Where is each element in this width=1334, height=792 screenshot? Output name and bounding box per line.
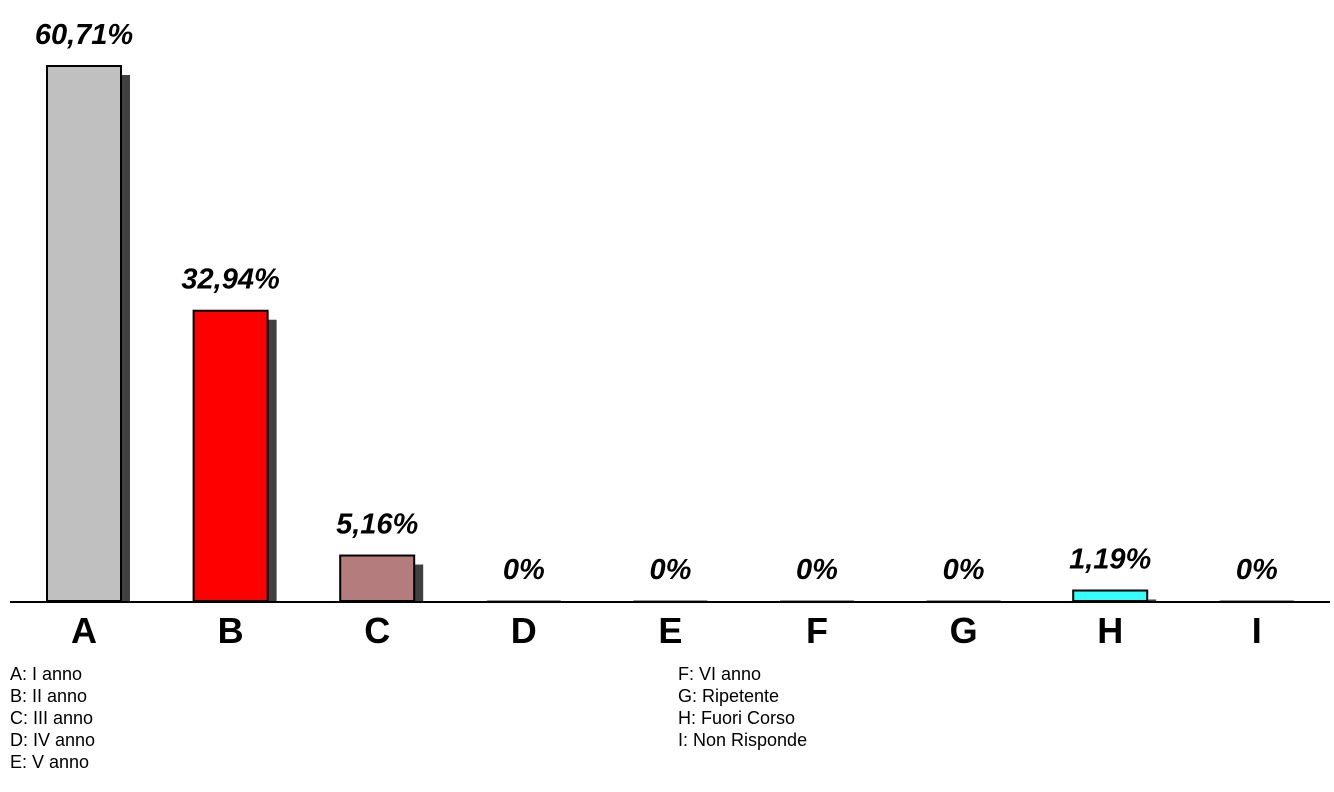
category-label-e: E — [658, 610, 682, 650]
bar-c — [339, 554, 416, 602]
value-label-f: 0% — [796, 554, 838, 586]
value-label-d: 0% — [503, 554, 545, 586]
category-label-i: I — [1252, 610, 1262, 650]
category-label-h: H — [1097, 610, 1123, 650]
bar-b — [192, 309, 269, 602]
category-label-g: G — [950, 610, 978, 650]
category-label-d: D — [511, 610, 537, 650]
category-label-a: A — [71, 610, 97, 650]
legend-left: A: I anno B: II anno C: III anno D: IV a… — [10, 663, 95, 773]
legend-item-a: A: I anno — [10, 664, 83, 684]
bar-e — [633, 600, 708, 601]
legend-item-h: H: Fuori Corso — [678, 708, 796, 728]
legend-item-c: C: III anno — [10, 708, 94, 728]
value-label-b: 32,94% — [181, 264, 279, 296]
value-label-h: 1,19% — [1069, 544, 1151, 576]
bar-i — [1219, 600, 1294, 601]
value-label-e: 0% — [649, 554, 691, 586]
bar-a — [46, 65, 122, 602]
bar-f — [780, 600, 854, 601]
bars-group — [46, 65, 1294, 602]
legend-right: F: VI anno G: Ripetente H: Fuori Corso I… — [678, 663, 807, 751]
value-label-i: 0% — [1236, 554, 1278, 586]
labels-group: 60,71% A 32,94% B 5,16% C 0% D 0% E 0% F 0% G 1,19% H 0%… — [35, 19, 1278, 650]
category-label-f: F — [806, 610, 828, 650]
value-label-g: 0% — [943, 554, 985, 586]
bar-d — [486, 600, 561, 601]
legend-item-f: F: VI anno — [678, 664, 762, 684]
value-label-a: 60,71% — [35, 19, 133, 51]
legend-item-e: E: V anno — [10, 752, 90, 772]
legend-item-d: D: IV anno — [10, 730, 96, 750]
legend-item-b: B: II anno — [10, 686, 88, 706]
legend-item-i: I: Non Risponde — [678, 730, 808, 750]
category-label-b: B — [218, 610, 244, 650]
value-label-c: 5,16% — [336, 509, 418, 541]
bar-chart: 60,71% A 32,94% B 5,16% C 0% D 0% E 0% F 0% G 1,19% H 0%… — [10, 19, 1330, 650]
bar-h — [1072, 589, 1149, 602]
bar-g — [926, 600, 1001, 601]
category-label-c: C — [364, 610, 390, 650]
legend-item-g: G: Ripetente — [678, 686, 780, 706]
